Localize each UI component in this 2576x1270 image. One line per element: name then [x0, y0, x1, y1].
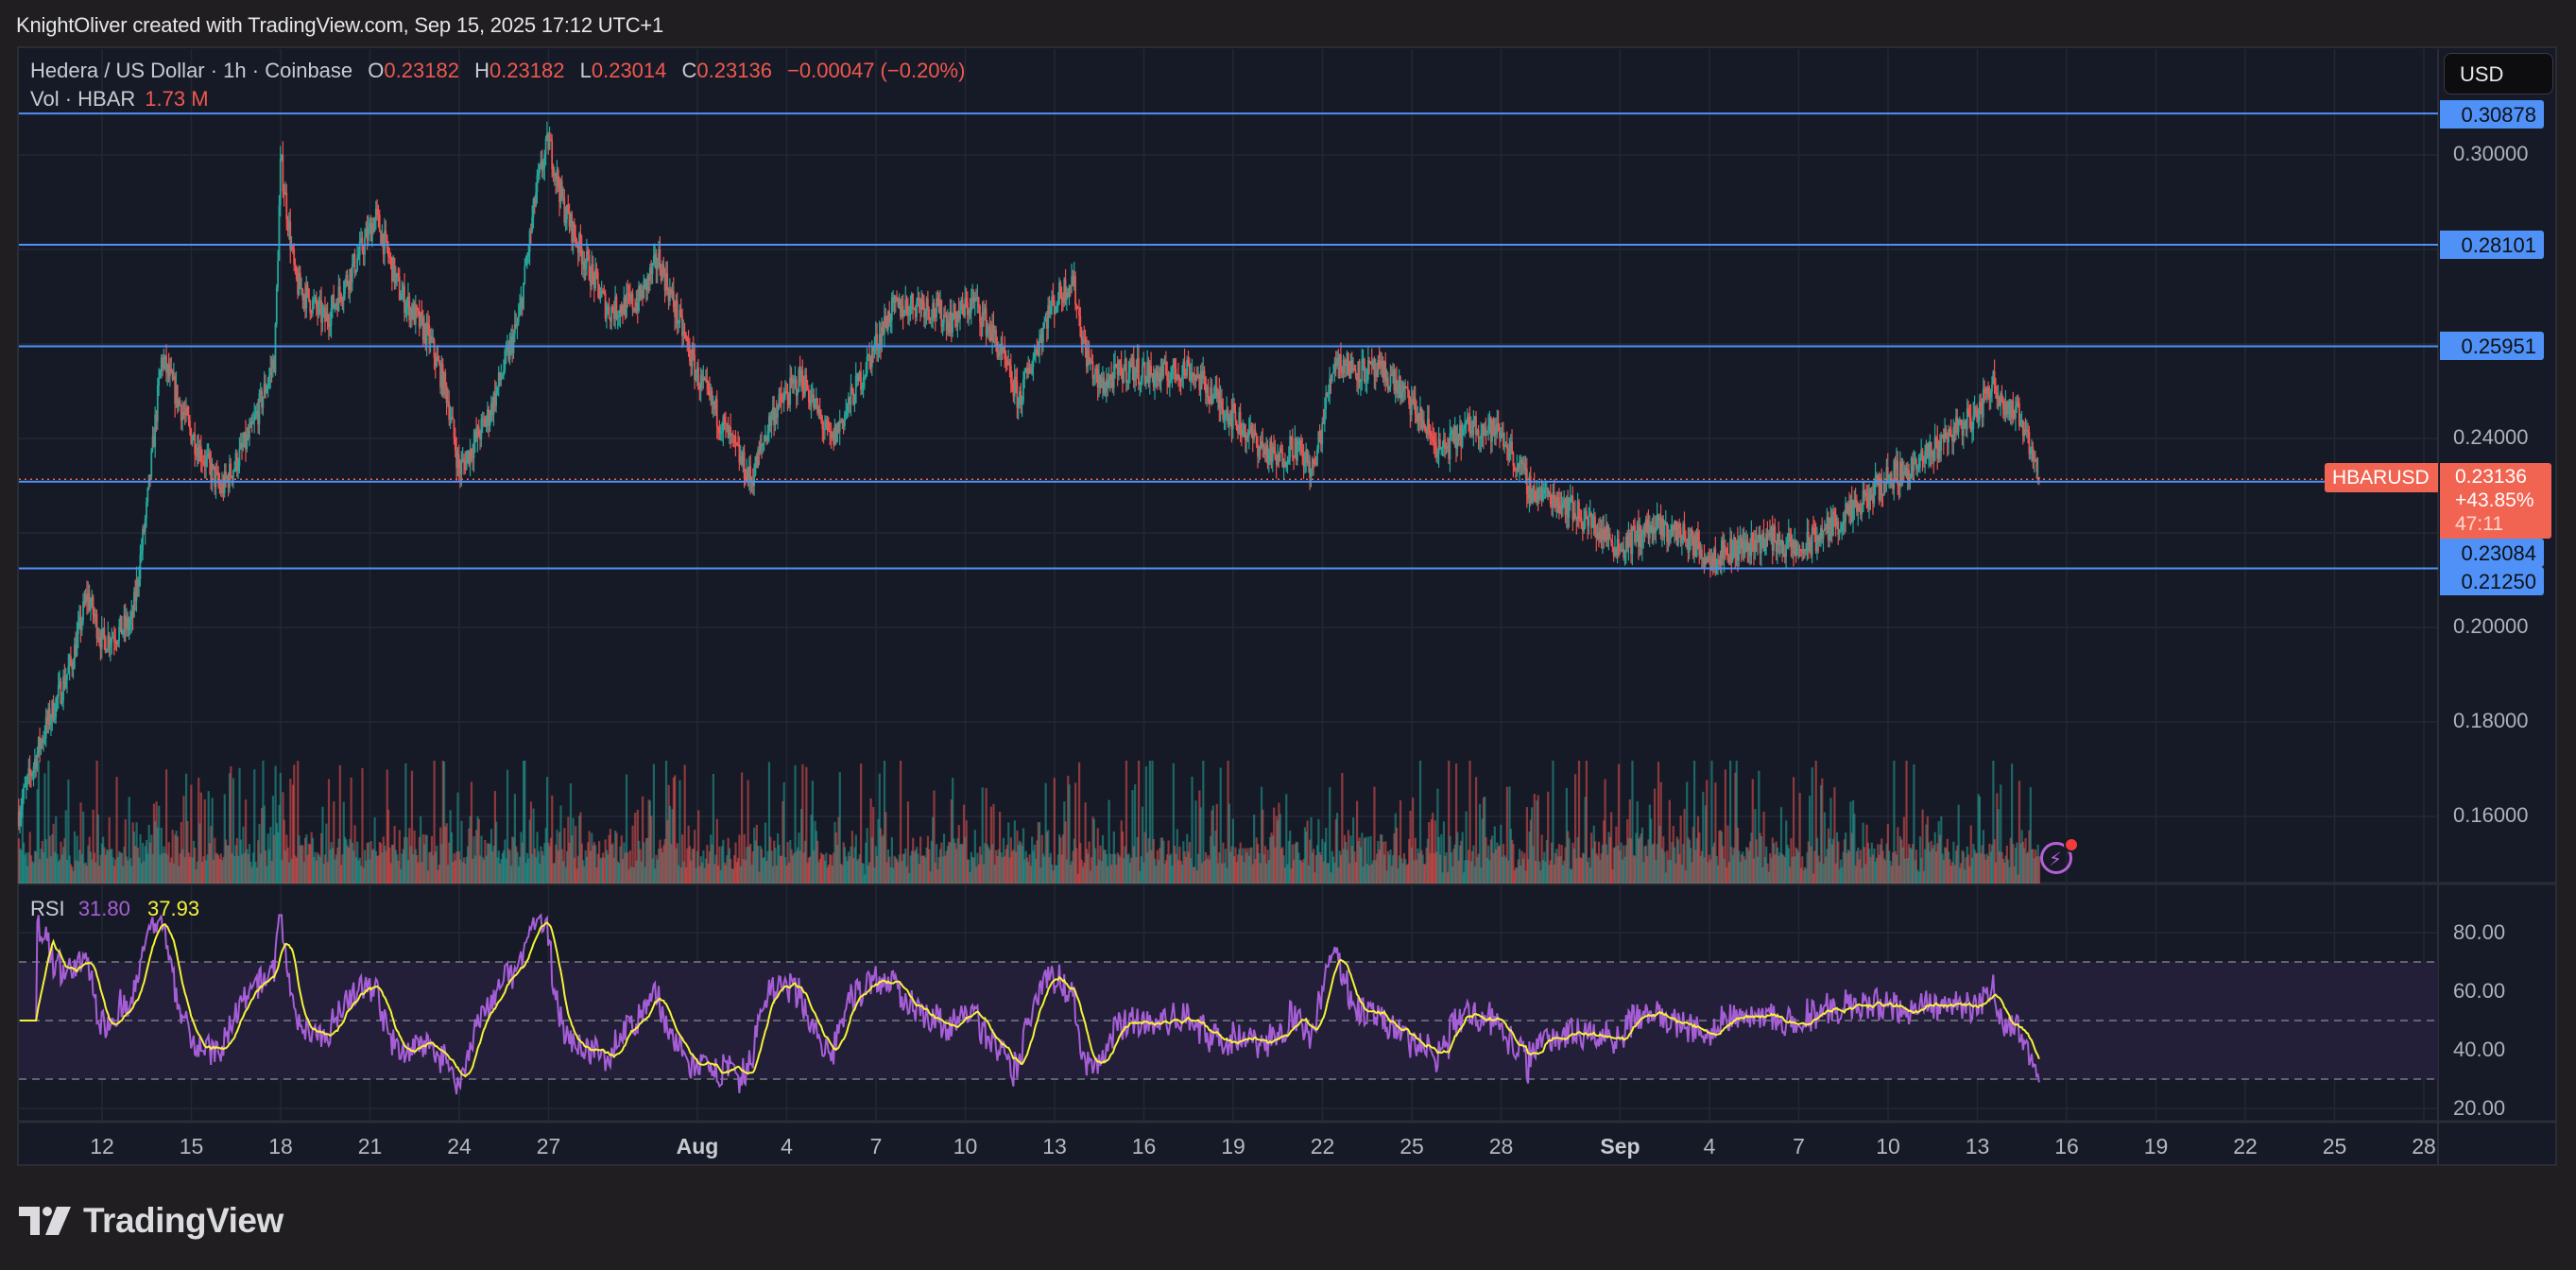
time-axis-label: 10 — [1876, 1134, 1900, 1158]
open-value: 0.23182 — [384, 59, 459, 82]
symbol-description[interactable]: Hedera / US Dollar · 1h · Coinbase — [30, 59, 353, 82]
symbol-price-tag: HBARUSD — [2325, 463, 2438, 492]
time-axis-label: 10 — [953, 1134, 978, 1158]
time-axis-label: 22 — [2233, 1134, 2258, 1158]
time-axis-label: 28 — [2412, 1134, 2436, 1158]
time-axis-label: Aug — [676, 1134, 719, 1158]
time-axis-label: 16 — [1131, 1134, 1157, 1158]
level-label-5: 0.21250 — [2440, 567, 2544, 595]
price-tick: 0.30000 — [2453, 142, 2529, 165]
level-label-2: 0.28101 — [2440, 231, 2544, 259]
currency-button[interactable]: USD — [2444, 53, 2553, 94]
rsi-line — [20, 913, 2040, 1095]
time-axis-label: 22 — [1310, 1134, 1335, 1158]
rsi-ma-value: 37.93 — [147, 897, 200, 920]
rsi-value: 31.80 — [77, 897, 130, 920]
level-label-3: 0.25951 — [2440, 332, 2544, 360]
volume-label[interactable]: Vol · HBAR — [30, 87, 136, 111]
price-tick: 0.16000 — [2453, 803, 2529, 827]
volume-bars — [17, 761, 2041, 884]
level-label-4: 0.23084 — [2440, 539, 2544, 567]
open-label: O — [368, 59, 385, 82]
rsi-label[interactable]: RSI — [30, 897, 65, 920]
time-axis-label: 4 — [1703, 1134, 1716, 1158]
tradingview-wordmark: TradingView — [83, 1201, 283, 1240]
volume-value: 1.73 M — [145, 87, 209, 111]
time-axis-label: 25 — [2322, 1134, 2347, 1158]
low-label: L — [579, 59, 592, 82]
time-axis-label: 13 — [1042, 1134, 1067, 1158]
rsi-tick: 20.00 — [2453, 1096, 2506, 1120]
grid — [19, 49, 2438, 1122]
tradingview-logo[interactable]: TradingView — [19, 1201, 283, 1240]
price-tick: 0.18000 — [2453, 709, 2529, 732]
rsi-tick: 80.00 — [2453, 920, 2506, 944]
chart-caption: KnightOliver created with TradingView.co… — [16, 13, 664, 37]
time-axis-label: 19 — [1221, 1134, 1245, 1158]
time-axis-label: 27 — [536, 1134, 561, 1158]
time-axis-label: 7 — [869, 1134, 883, 1158]
time-axis-label: 25 — [1400, 1134, 1424, 1158]
candles — [17, 121, 2040, 833]
level-label-1: 0.30878 — [2440, 100, 2544, 129]
time-axis-label: 7 — [1793, 1134, 1805, 1158]
time-axis-label: 21 — [357, 1134, 383, 1158]
low-value: 0.23014 — [591, 59, 667, 82]
time-axis-label: 19 — [2143, 1134, 2169, 1158]
time-axis-label: Sep — [1600, 1134, 1640, 1158]
price-tick: 0.20000 — [2453, 614, 2529, 638]
high-label: H — [474, 59, 489, 82]
time-axis-label: 16 — [2054, 1134, 2079, 1158]
close-value: 0.23136 — [696, 59, 772, 82]
price-tick: 0.24000 — [2453, 425, 2529, 449]
close-label: C — [681, 59, 697, 82]
time-axis-label: 28 — [1488, 1134, 1514, 1158]
time-axis-label: 24 — [447, 1134, 472, 1158]
symbol-legend: Hedera / US Dollar · 1h · Coinbase O0.23… — [30, 59, 965, 83]
rsi-ma-line — [20, 921, 2040, 1078]
current-price-label: 0.23136 +43.85% 47:11 — [2440, 463, 2551, 539]
time-axis-label: 12 — [90, 1134, 114, 1158]
rsi-legend: RSI 31.80 37.93 — [30, 897, 199, 921]
rsi-tick: 40.00 — [2453, 1038, 2506, 1061]
high-value: 0.23182 — [489, 59, 565, 82]
time-axis-label: 13 — [1965, 1134, 1990, 1158]
volume-legend: Vol · HBAR 1.73 M — [30, 87, 209, 112]
current-price: 0.23136 — [2455, 466, 2527, 488]
rsi-tick: 60.00 — [2453, 979, 2506, 1003]
flash-alert-button[interactable]: ⚡ — [2040, 837, 2079, 874]
time-axis-label: 4 — [781, 1134, 793, 1158]
lightning-icon: ⚡ — [2049, 850, 2063, 870]
time-axis-label: 18 — [268, 1134, 293, 1158]
bar-countdown: 47:11 — [2455, 513, 2503, 535]
tradingview-logo-icon — [19, 1207, 71, 1235]
change-value: −0.00047 (−0.20%) — [787, 59, 966, 82]
current-change-pct: +43.85% — [2455, 489, 2534, 511]
time-axis-label: 15 — [179, 1134, 204, 1158]
notification-dot-icon — [2064, 837, 2079, 852]
